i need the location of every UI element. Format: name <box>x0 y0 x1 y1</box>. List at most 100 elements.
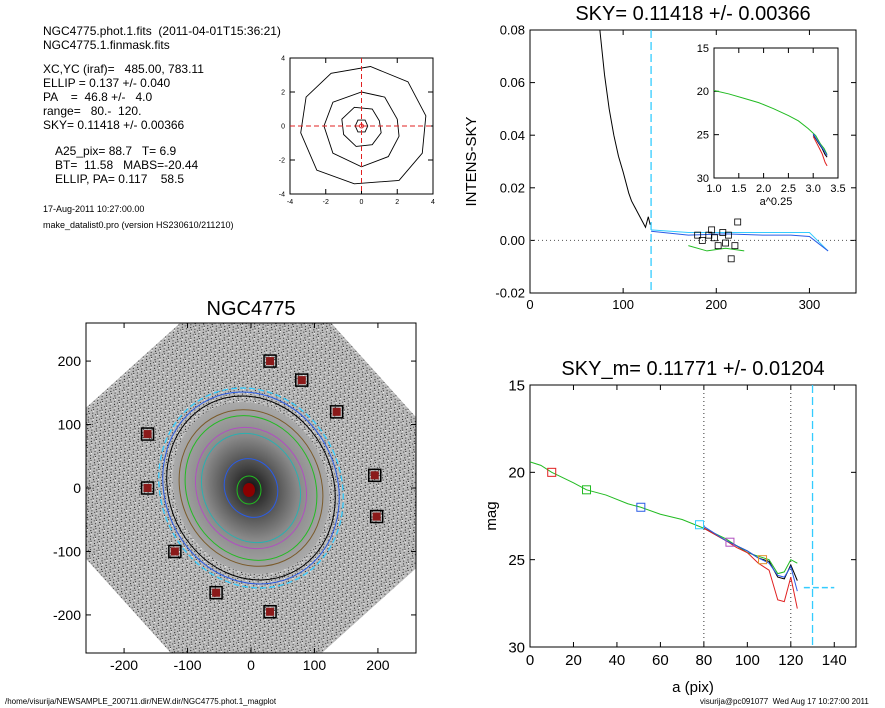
y-tick-label: -4 <box>279 191 285 198</box>
center-marker <box>359 123 364 129</box>
masked-star <box>143 430 152 439</box>
mag-marker <box>695 520 705 530</box>
y-tick-label: 0.00 <box>500 233 525 248</box>
inset-series-blue <box>812 133 828 156</box>
masked-star <box>372 512 381 521</box>
date-stamp: 17-Aug-2011 10:27:00.00 <box>43 204 145 214</box>
sky-sample-point <box>708 226 716 234</box>
masked-star-box <box>368 468 382 483</box>
mag-marker <box>636 502 646 512</box>
center-coords: XC,YC (iraf)= 485.00, 783.11 <box>43 62 204 76</box>
x-tick-label: 2.5 <box>781 183 796 195</box>
isophote-ellipse <box>184 415 318 561</box>
masked-star-box <box>329 405 344 419</box>
x-tick-label: 0 <box>360 199 364 206</box>
masked-star <box>297 376 306 385</box>
intensity-frame <box>529 29 857 294</box>
program-name: make_datalist0.pro (version HS230610/211… <box>43 220 234 230</box>
x-tick-label: 3.0 <box>806 183 821 195</box>
a25-value: A25_pix= 88.7 T= 6.9 <box>55 144 177 158</box>
inset-series-red <box>812 136 828 167</box>
x-tick-label: 200 <box>705 297 727 312</box>
y-tick-label: 15 <box>508 377 525 394</box>
mag-ylabel: mag <box>483 501 500 530</box>
y-tick-label: 0 <box>73 480 81 496</box>
y-tick-label: 25 <box>697 130 709 142</box>
y-tick-label: -100 <box>53 543 81 559</box>
mag-title: SKY_m= 0.11771 +/- 0.01204 <box>561 358 824 380</box>
x-tick-label: 0 <box>526 297 533 312</box>
y-tick-label: 25 <box>508 552 525 569</box>
y-tick-label: 0.06 <box>500 75 525 90</box>
masked-star-box <box>263 354 277 368</box>
ellipticity: ELLIP = 0.137 +/- 0.040 <box>43 76 171 90</box>
y-tick-label: 0.04 <box>500 128 525 143</box>
y-tick-label: 4 <box>281 55 285 62</box>
x-tick-label: 20 <box>565 652 582 669</box>
x-tick-label: 0 <box>247 657 255 673</box>
bt-mabs: BT= 11.58 MABS=-20.44 <box>55 158 199 172</box>
y-tick-label: 30 <box>508 639 525 656</box>
x-tick-label: 3.5 <box>830 183 845 195</box>
image-field <box>86 323 416 653</box>
intensity-profile <box>599 29 651 229</box>
y-tick-label: -200 <box>53 607 81 623</box>
y-tick-label: -0.02 <box>495 286 525 301</box>
masked-star <box>143 484 152 492</box>
x-tick-label: 40 <box>609 652 626 669</box>
sky-sample-point <box>727 255 735 263</box>
mag-xlabel: a (pix) <box>672 679 714 696</box>
contour-line <box>300 66 427 185</box>
y-tick-label: 100 <box>58 416 82 432</box>
x-tick-label: -100 <box>174 657 202 673</box>
masked-star-box <box>140 481 155 495</box>
intensity-ylabel: INTENS-SKY <box>463 116 480 206</box>
x-tick-label: 4 <box>431 199 435 206</box>
isophote-ellipse <box>166 395 336 581</box>
x-tick-label: 300 <box>799 297 821 312</box>
sky-value: SKY= 0.11418 +/- 0.00366 <box>43 118 185 132</box>
y-tick-label: 0.08 <box>500 23 525 38</box>
y-tick-label: 200 <box>58 353 82 369</box>
sky-sample-point <box>722 239 729 247</box>
masked-star <box>212 588 221 597</box>
intensity-series-blue <box>651 230 829 252</box>
x-tick-label: -2 <box>323 199 329 206</box>
file-path: /home/visurija/NEWSAMPLE_200711.dir/NEW.… <box>5 697 277 706</box>
sky-ellipse <box>158 387 344 589</box>
x-tick-label: 1.5 <box>731 183 746 195</box>
x-tick-label: 100 <box>303 657 327 673</box>
image-title: NGC4775 <box>207 298 296 320</box>
masked-star-box <box>140 427 155 441</box>
y-tick-label: 20 <box>508 465 525 482</box>
ellip-pa: ELLIP, PA= 0.117 58.5 <box>55 172 185 186</box>
y-tick-label: 30 <box>697 173 709 185</box>
sky-sample-point <box>734 218 742 226</box>
x-tick-label: 60 <box>652 652 669 669</box>
inner-isophote <box>200 432 302 544</box>
y-tick-label: 0 <box>281 123 285 130</box>
masked-star-box <box>369 509 384 524</box>
x-tick-label: 140 <box>822 652 847 669</box>
y-tick-label: 0.02 <box>500 180 525 195</box>
x-tick-label: 200 <box>366 657 390 673</box>
sky-sample-point <box>698 236 706 244</box>
masked-star <box>370 471 379 480</box>
x-tick-label: 0 <box>526 652 534 669</box>
x-tick-label: 2 <box>395 199 399 206</box>
inset-frame <box>713 47 839 179</box>
mag-marker <box>582 485 592 495</box>
x-tick-label: 2.0 <box>756 183 771 195</box>
masked-star-box <box>209 585 223 600</box>
core <box>243 483 255 497</box>
x-tick-label: -200 <box>110 657 138 673</box>
y-tick-label: 20 <box>697 86 709 98</box>
inset-series-green <box>713 89 828 155</box>
mag-series-green <box>529 461 798 575</box>
x-tick-label: -4 <box>287 199 293 206</box>
contour-line <box>341 106 382 147</box>
masked-star-box <box>263 605 277 619</box>
mag-marker <box>547 467 557 477</box>
isophote-ellipse <box>178 409 324 567</box>
